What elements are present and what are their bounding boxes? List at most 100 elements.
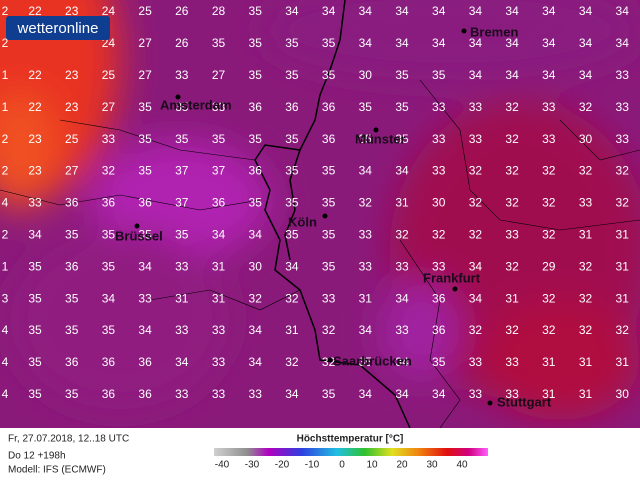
temperature: 32	[322, 323, 336, 337]
temperature: 33	[469, 355, 483, 369]
temperature: 34	[395, 164, 409, 178]
temperature: 33	[212, 100, 226, 114]
logo-box	[6, 16, 110, 40]
temperature: 35	[432, 68, 446, 82]
footer-run: Do 12 +198h	[8, 451, 66, 462]
temperature: 26	[175, 36, 189, 50]
temperature: 34	[542, 68, 556, 82]
temperature: 31	[212, 291, 226, 305]
temperature: 33	[469, 387, 483, 401]
temperature: 23	[65, 68, 79, 82]
temperature: 33	[469, 132, 483, 146]
temperature: 34	[579, 36, 593, 50]
temperature: 31	[542, 355, 556, 369]
temperature: 35	[102, 227, 116, 241]
temperature: 35	[102, 259, 116, 273]
temperature: 34	[616, 4, 630, 18]
temperature: 35	[395, 68, 409, 82]
temperature: 30	[432, 196, 446, 210]
temperature: 33	[212, 323, 226, 337]
temperature: 31	[616, 227, 630, 241]
temperature: 27	[212, 68, 226, 82]
temperature: 32	[249, 291, 263, 305]
temperature: 33	[579, 196, 593, 210]
temperature: 32	[505, 323, 519, 337]
temperature: 32	[616, 323, 630, 337]
temperature: 34	[359, 164, 373, 178]
footer-model: Modell: IFS (ECMWF)	[8, 465, 106, 476]
temperature: 32	[579, 164, 593, 178]
temperature: 34	[285, 387, 299, 401]
temperature-edge: 4	[2, 323, 9, 337]
temperature-edge: 2	[2, 36, 9, 50]
temperature: 33	[175, 387, 189, 401]
temperature: 25	[138, 4, 152, 18]
temperature: 34	[469, 259, 483, 273]
temperature: 32	[579, 323, 593, 337]
temperature-edge: 2	[2, 132, 9, 146]
temperature: 34	[579, 68, 593, 82]
temperature-edge: 3	[2, 291, 9, 305]
temperature: 33	[432, 132, 446, 146]
temperature: 33	[542, 132, 556, 146]
temperature: 34	[469, 68, 483, 82]
temperature: 33	[616, 68, 630, 82]
temperature: 35	[285, 132, 299, 146]
legend-tick: 0	[339, 460, 345, 471]
temperature: 31	[616, 355, 630, 369]
temperature: 31	[395, 196, 409, 210]
temperature: 33	[616, 100, 630, 114]
temperature: 30	[579, 132, 593, 146]
temperature: 34	[138, 259, 152, 273]
temperature: 25	[102, 68, 116, 82]
temperature: 35	[322, 387, 336, 401]
temperature: 35	[249, 196, 263, 210]
temperature: 35	[359, 355, 373, 369]
temperature: 31	[359, 291, 373, 305]
temperature: 33	[505, 387, 519, 401]
legend-bar	[214, 448, 488, 456]
legend-tick: -40	[215, 460, 230, 471]
temperature: 31	[579, 355, 593, 369]
temperature: 34	[395, 36, 409, 50]
temperature: 37	[212, 164, 226, 178]
temperature: 34	[616, 36, 630, 50]
temperature: 33	[28, 196, 42, 210]
temperature: 37	[175, 164, 189, 178]
temperature: 32	[432, 227, 446, 241]
temperature: 34	[505, 36, 519, 50]
temperature: 36	[322, 100, 336, 114]
temperature: 33	[616, 132, 630, 146]
temperature: 33	[359, 259, 373, 273]
temperature: 24	[102, 4, 116, 18]
temperature: 32	[102, 164, 116, 178]
temperature: 35	[432, 355, 446, 369]
temperature: 32	[579, 291, 593, 305]
temperature: 33	[432, 164, 446, 178]
temperature: 36	[138, 196, 152, 210]
legend-ticks: -40 -30 -20 -10 0 10 20 30 40	[215, 460, 468, 471]
temperature: 35	[322, 36, 336, 50]
temperature: 36	[322, 132, 336, 146]
temperature: 32	[505, 132, 519, 146]
temperature: 34	[102, 291, 116, 305]
temperature: 35	[322, 68, 336, 82]
temperature: 27	[65, 164, 79, 178]
legend-tick: -20	[275, 460, 290, 471]
temperature: 29	[542, 259, 556, 273]
temperature: 32	[616, 196, 630, 210]
legend-tick: 10	[366, 460, 378, 471]
temperature: 35	[65, 227, 79, 241]
temperature: 33	[505, 227, 519, 241]
temperature: 35	[249, 68, 263, 82]
temperature: 35	[212, 132, 226, 146]
temperature: 34	[359, 4, 373, 18]
temperature: 35	[359, 100, 373, 114]
temperature-edge: 2	[2, 227, 9, 241]
temperature: 34	[469, 4, 483, 18]
temperature: 32	[505, 100, 519, 114]
temperature: 31	[285, 323, 299, 337]
temperature: 35	[65, 323, 79, 337]
temperature: 33	[395, 259, 409, 273]
temperature: 31	[579, 227, 593, 241]
